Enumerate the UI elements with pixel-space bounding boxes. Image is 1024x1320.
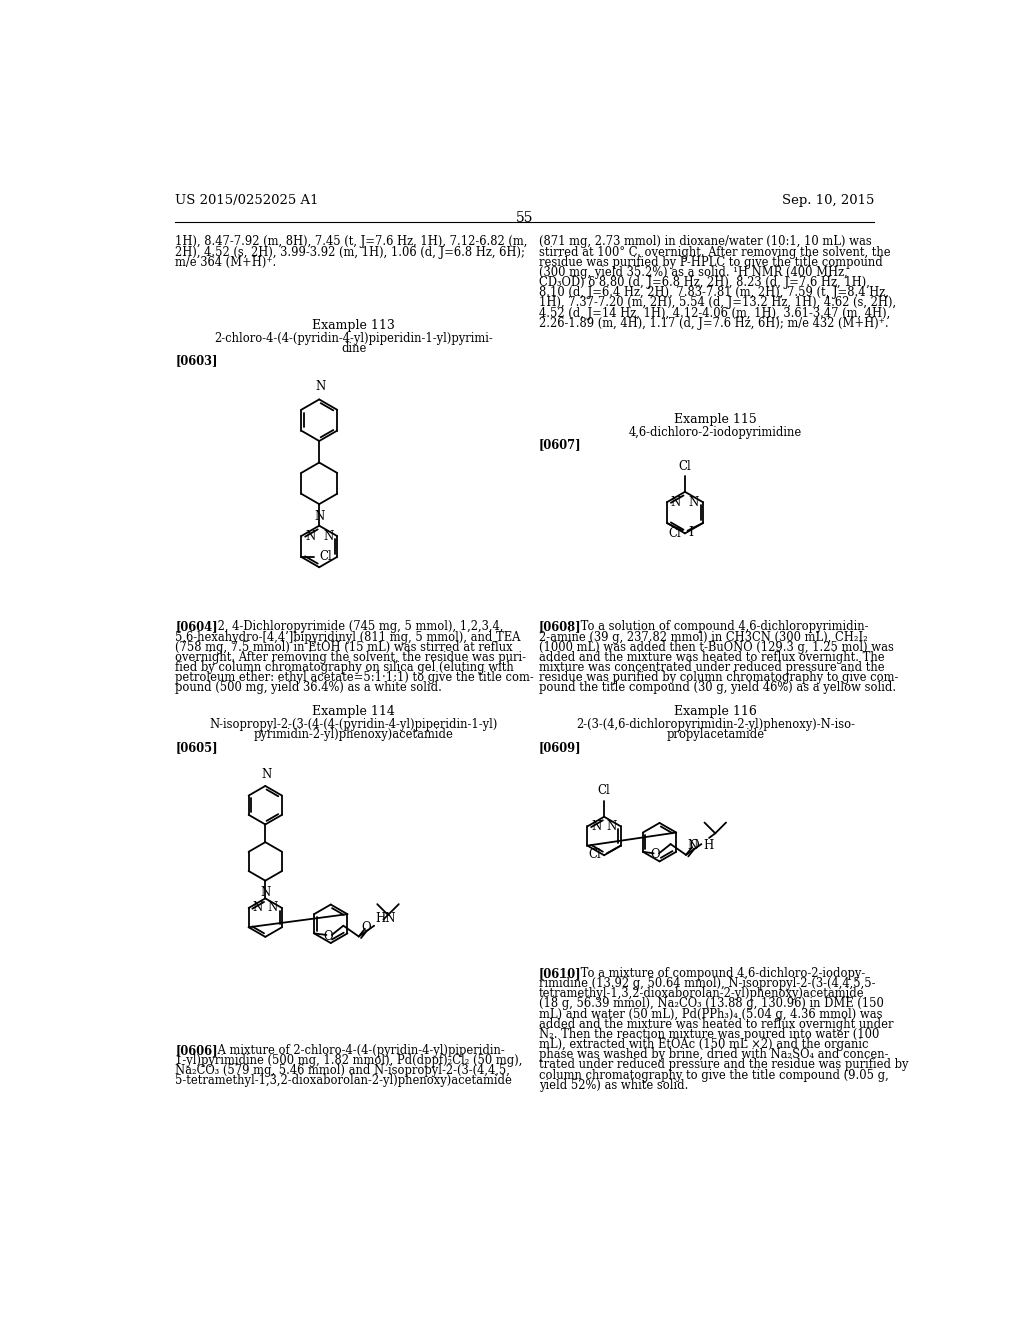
Text: N: N bbox=[260, 886, 270, 899]
Text: (758 mg, 7.5 mmol) in EtOH (15 mL) was stirred at reflux: (758 mg, 7.5 mmol) in EtOH (15 mL) was s… bbox=[175, 640, 513, 653]
Text: 1-yl)pyrimidine (500 mg, 1.82 mmol), Pd(dppf)₂Cl₂ (50 mg),: 1-yl)pyrimidine (500 mg, 1.82 mmol), Pd(… bbox=[175, 1055, 522, 1067]
Text: O: O bbox=[650, 849, 660, 862]
Text: 2-amine (39 g, 237.82 mmol) in CH3CN (300 mL), CH₂I₂: 2-amine (39 g, 237.82 mmol) in CH3CN (30… bbox=[539, 631, 867, 644]
Text: 8.10 (d, J=6.4 Hz, 2H), 7.83-7.81 (m, 2H), 7.59 (t, J=8.4 Hz,: 8.10 (d, J=6.4 Hz, 2H), 7.83-7.81 (m, 2H… bbox=[539, 286, 889, 300]
Text: US 2015/0252025 A1: US 2015/0252025 A1 bbox=[175, 194, 318, 207]
Text: Sep. 10, 2015: Sep. 10, 2015 bbox=[782, 194, 874, 207]
Text: N: N bbox=[687, 840, 697, 853]
Text: 4,6-dichloro-2-iodopyrimidine: 4,6-dichloro-2-iodopyrimidine bbox=[629, 425, 803, 438]
Text: phase was washed by brine, dried with Na₂SO₄ and concen-: phase was washed by brine, dried with Na… bbox=[539, 1048, 888, 1061]
Text: 5,6-hexahydro-[4,4’]bipyridinyl (811 mg, 5 mmol), and TEA: 5,6-hexahydro-[4,4’]bipyridinyl (811 mg,… bbox=[175, 631, 520, 644]
Text: added and the mixture was heated to reflux overnight. The: added and the mixture was heated to refl… bbox=[539, 651, 885, 664]
Text: I: I bbox=[688, 525, 693, 539]
Text: CD₃OD) δ 8.80 (d, J=6.8 Hz, 2H), 8.23 (d, J=7.6 Hz, 1H),: CD₃OD) δ 8.80 (d, J=6.8 Hz, 2H), 8.23 (d… bbox=[539, 276, 869, 289]
Text: fied by column chromatography on silica gel (eluting with: fied by column chromatography on silica … bbox=[175, 661, 514, 675]
Text: dine: dine bbox=[341, 342, 367, 355]
Text: [0608]: [0608] bbox=[539, 620, 582, 634]
Text: N: N bbox=[606, 820, 616, 833]
Text: To a solution of compound 4,6-dichloropyrimidin-: To a solution of compound 4,6-dichloropy… bbox=[578, 620, 868, 634]
Text: (871 mg, 2.73 mmol) in dioxane/water (10:1, 10 mL) was: (871 mg, 2.73 mmol) in dioxane/water (10… bbox=[539, 235, 871, 248]
Text: mL) and water (50 mL), Pd(PPh₃)₄ (5.04 g, 4.36 mmol) was: mL) and water (50 mL), Pd(PPh₃)₄ (5.04 g… bbox=[539, 1007, 882, 1020]
Text: (300 mg, yield 35.2%) as a solid. ¹H NMR (400 MHz,: (300 mg, yield 35.2%) as a solid. ¹H NMR… bbox=[539, 265, 848, 279]
Text: Cl: Cl bbox=[669, 527, 681, 540]
Text: stirred at 100° C. overnight. After removing the solvent, the: stirred at 100° C. overnight. After remo… bbox=[539, 246, 890, 259]
Text: N: N bbox=[324, 529, 334, 543]
Text: (1000 mL) was added then t-BuONO (129.3 g, 1.25 mol) was: (1000 mL) was added then t-BuONO (129.3 … bbox=[539, 640, 894, 653]
Text: To a mixture of compound 4,6-dichloro-2-iodopy-: To a mixture of compound 4,6-dichloro-2-… bbox=[578, 966, 865, 979]
Text: residue was purified by column chromatography to give com-: residue was purified by column chromatog… bbox=[539, 672, 898, 684]
Text: mL), extracted with EtOAc (150 mL ×2) and the organic: mL), extracted with EtOAc (150 mL ×2) an… bbox=[539, 1038, 868, 1051]
Text: A mixture of 2-chloro-4-(4-(pyridin-4-yl)piperidin-: A mixture of 2-chloro-4-(4-(pyridin-4-yl… bbox=[214, 1044, 505, 1057]
Text: column chromatography to give the title compound (9.05 g,: column chromatography to give the title … bbox=[539, 1069, 889, 1081]
Text: [0610]: [0610] bbox=[539, 966, 582, 979]
Text: [0604]: [0604] bbox=[175, 620, 218, 634]
Text: N: N bbox=[268, 902, 279, 915]
Text: Example 114: Example 114 bbox=[312, 705, 395, 718]
Text: N: N bbox=[591, 820, 601, 833]
Text: [0609]: [0609] bbox=[539, 741, 582, 754]
Text: [0607]: [0607] bbox=[539, 438, 582, 451]
Text: 4.52 (d, J=14 Hz, 1H), 4.12-4.06 (m, 1H), 3.61-3.47 (m, 4H),: 4.52 (d, J=14 Hz, 1H), 4.12-4.06 (m, 1H)… bbox=[539, 306, 890, 319]
Text: 55: 55 bbox=[516, 211, 534, 224]
Text: pyrimidin-2-yl)phenoxy)acetamide: pyrimidin-2-yl)phenoxy)acetamide bbox=[254, 729, 454, 742]
Text: [0606]: [0606] bbox=[175, 1044, 218, 1057]
Text: Cl: Cl bbox=[319, 550, 333, 564]
Text: O: O bbox=[361, 921, 372, 933]
Text: N: N bbox=[305, 529, 315, 543]
Text: Example 113: Example 113 bbox=[312, 318, 395, 331]
Text: O: O bbox=[324, 931, 333, 942]
Text: Cl: Cl bbox=[679, 459, 691, 473]
Text: 2.26-1.89 (m, 4H), 1.17 (d, J=7.6 Hz, 6H); m/e 432 (M+H)⁺.: 2.26-1.89 (m, 4H), 1.17 (d, J=7.6 Hz, 6H… bbox=[539, 317, 888, 330]
Text: Cl: Cl bbox=[598, 784, 610, 797]
Text: rimidine (13.92 g, 50.64 mmol), N-isopropyl-2-(3-(4,4,5,5-: rimidine (13.92 g, 50.64 mmol), N-isopro… bbox=[539, 977, 876, 990]
Text: H: H bbox=[702, 840, 713, 853]
Text: propylacetamide: propylacetamide bbox=[667, 729, 765, 742]
Text: HN: HN bbox=[376, 912, 396, 925]
Text: Cl: Cl bbox=[588, 849, 601, 862]
Text: 2-chloro-4-(4-(pyridin-4-yl)piperidin-1-yl)pyrimi-: 2-chloro-4-(4-(pyridin-4-yl)piperidin-1-… bbox=[214, 331, 494, 345]
Text: Na₂CO₃ (579 mg, 5.46 mmol) and N-isopropyl-2-(3-(4,4,5,: Na₂CO₃ (579 mg, 5.46 mmol) and N-isoprop… bbox=[175, 1064, 510, 1077]
Text: yield 52%) as white solid.: yield 52%) as white solid. bbox=[539, 1078, 688, 1092]
Text: trated under reduced pressure and the residue was purified by: trated under reduced pressure and the re… bbox=[539, 1059, 908, 1072]
Text: O: O bbox=[689, 840, 698, 853]
Text: tetramethyl-1,3,2-dioxaborolan-2-yl)phenoxy)acetamide: tetramethyl-1,3,2-dioxaborolan-2-yl)phen… bbox=[539, 987, 864, 1001]
Text: residue was purified by P-HPLC to give the title compound: residue was purified by P-HPLC to give t… bbox=[539, 256, 883, 269]
Text: pound the title compound (30 g, yield 46%) as a yellow solid.: pound the title compound (30 g, yield 46… bbox=[539, 681, 896, 694]
Text: N: N bbox=[314, 510, 325, 523]
Text: N: N bbox=[671, 496, 681, 508]
Text: Example 115: Example 115 bbox=[675, 412, 757, 425]
Text: [0605]: [0605] bbox=[175, 741, 218, 754]
Text: N: N bbox=[253, 902, 263, 915]
Text: N: N bbox=[261, 767, 271, 780]
Text: pound (500 mg, yield 36.4%) as a white solid.: pound (500 mg, yield 36.4%) as a white s… bbox=[175, 681, 442, 694]
Text: 2, 4-Dichloropyrimide (745 mg, 5 mmol), 1,2,3,4,: 2, 4-Dichloropyrimide (745 mg, 5 mmol), … bbox=[214, 620, 503, 634]
Text: 2H), 4.52 (s, 2H), 3.99-3.92 (m, 1H), 1.06 (d, J=6.8 Hz, 6H);: 2H), 4.52 (s, 2H), 3.99-3.92 (m, 1H), 1.… bbox=[175, 246, 525, 259]
Text: [0603]: [0603] bbox=[175, 354, 218, 367]
Text: overnight. After removing the solvent, the residue was puri-: overnight. After removing the solvent, t… bbox=[175, 651, 526, 664]
Text: 1H), 8.47-7.92 (m, 8H), 7.45 (t, J=7.6 Hz, 1H), 7.12-6.82 (m,: 1H), 8.47-7.92 (m, 8H), 7.45 (t, J=7.6 H… bbox=[175, 235, 527, 248]
Text: (18 g, 56.39 mmol), Na₂CO₃ (13.88 g, 130.96) in DME (150: (18 g, 56.39 mmol), Na₂CO₃ (13.88 g, 130… bbox=[539, 998, 884, 1010]
Text: N-isopropyl-2-(3-(4-(4-(pyridin-4-yl)piperidin-1-yl): N-isopropyl-2-(3-(4-(4-(pyridin-4-yl)pip… bbox=[210, 718, 498, 731]
Text: petroleum ether: ethyl acetate=5:1·1:1) to give the title com-: petroleum ether: ethyl acetate=5:1·1:1) … bbox=[175, 672, 534, 684]
Text: 1H), 7.37-7.20 (m, 2H), 5.54 (d, J=13.2 Hz, 1H), 4.62 (s, 2H),: 1H), 7.37-7.20 (m, 2H), 5.54 (d, J=13.2 … bbox=[539, 297, 896, 309]
Text: N: N bbox=[315, 380, 326, 393]
Text: mixture was concentrated under reduced pressure and the: mixture was concentrated under reduced p… bbox=[539, 661, 885, 675]
Text: N₂. Then the reaction mixture was poured into water (100: N₂. Then the reaction mixture was poured… bbox=[539, 1028, 879, 1041]
Text: 2-(3-(4,6-dichloropyrimidin-2-yl)phenoxy)-N-iso-: 2-(3-(4,6-dichloropyrimidin-2-yl)phenoxy… bbox=[577, 718, 855, 731]
Text: m/e 364 (M+H)⁺.: m/e 364 (M+H)⁺. bbox=[175, 256, 276, 269]
Text: N: N bbox=[689, 496, 699, 508]
Text: 5-tetramethyl-1,3,2-dioxaborolan-2-yl)phenoxy)acetamide: 5-tetramethyl-1,3,2-dioxaborolan-2-yl)ph… bbox=[175, 1074, 512, 1088]
Text: Example 116: Example 116 bbox=[675, 705, 757, 718]
Text: added and the mixture was heated to reflux overnight under: added and the mixture was heated to refl… bbox=[539, 1018, 893, 1031]
